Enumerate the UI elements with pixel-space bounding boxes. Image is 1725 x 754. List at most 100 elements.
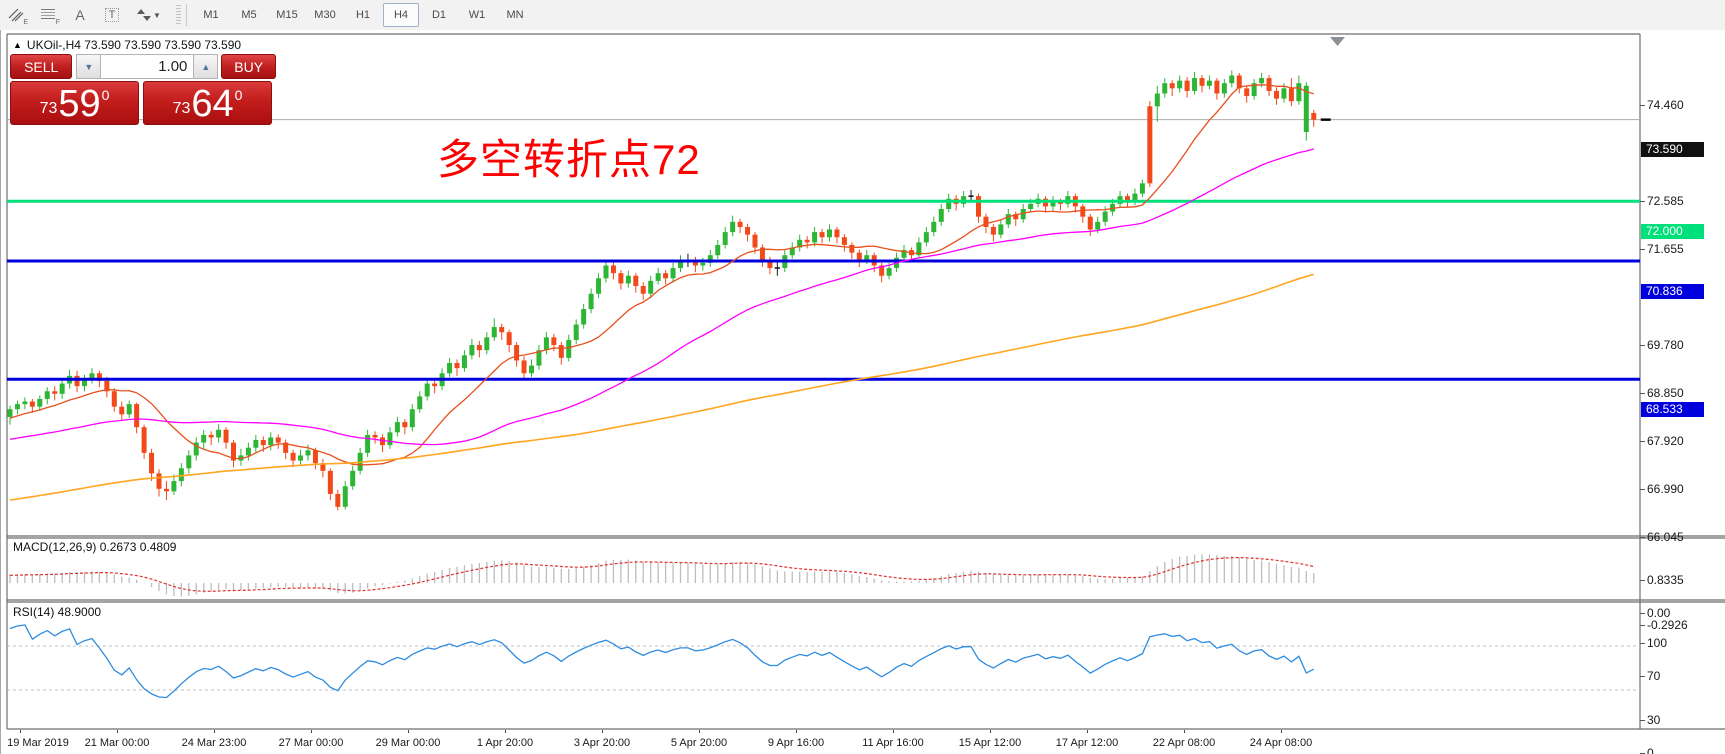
rsi-axis-label: 30 — [1647, 713, 1661, 727]
text-label-tool[interactable]: T — [97, 2, 127, 28]
ma-medium-line — [9, 148, 1314, 446]
time-axis-tick — [1281, 730, 1282, 733]
tool-badge: F — [55, 19, 60, 26]
timeframe-button-m30[interactable]: M30 — [314, 9, 336, 21]
price-axis-tick — [1640, 105, 1645, 106]
collapse-triangle-icon[interactable]: ▲ — [13, 40, 22, 50]
macd-axis-tick — [1640, 624, 1645, 626]
time-axis-tick — [408, 730, 409, 733]
time-axis-label: 24 Mar 23:00 — [181, 737, 247, 749]
time-axis-tick — [990, 730, 991, 733]
time-axis-label: 19 Mar 2019 — [7, 737, 69, 749]
timeframe-button-w1[interactable]: W1 — [468, 9, 486, 21]
time-axis-tick — [214, 730, 215, 733]
symbol-quote-text: UKOil-,H4 73.590 73.590 73.590 73.590 — [26, 38, 242, 52]
timeframe-button-d1[interactable]: D1 — [431, 9, 447, 21]
rsi-indicator-label: RSI(14) 48.9000 — [13, 605, 102, 619]
price-axis-label: 72.585 — [1647, 194, 1684, 209]
rsi-axis-label: 100 — [1647, 636, 1668, 650]
chart-canvas[interactable] — [0, 30, 1725, 754]
macd-axis-label: 0.8335 — [1647, 573, 1684, 588]
dropdown-caret-icon: ▼ — [153, 10, 161, 20]
price-axis-label: 69.780 — [1647, 338, 1684, 353]
time-axis-label: 27 Mar 00:00 — [278, 737, 344, 749]
fibonacci-retracement-tool[interactable]: F — [33, 2, 63, 28]
time-axis-label: 22 Apr 08:00 — [1152, 737, 1216, 749]
time-axis-label: 3 Apr 20:00 — [573, 737, 631, 749]
volume-increase-button[interactable]: ▲ — [193, 54, 219, 79]
time-axis-label: 1 Apr 20:00 — [476, 737, 534, 749]
one-click-trade-panel: SELL ▼ ▲ BUY 73 59 0 73 64 0 — [10, 54, 276, 125]
level-70836-badge: 70.836 — [1641, 283, 1704, 299]
time-axis-tick — [602, 730, 603, 733]
price-axis-label: 66.990 — [1647, 481, 1684, 496]
candlestick-series — [7, 70, 1317, 511]
volume-decrease-button[interactable]: ▼ — [76, 54, 102, 79]
toolbar-separator — [186, 4, 187, 26]
toolbar-grip[interactable] — [176, 5, 181, 25]
timeframe-button-h4[interactable]: H4 — [383, 3, 419, 27]
macd-indicator-label: MACD(12,26,9) 0.2673 0.4809 — [13, 540, 177, 554]
price-axis-tick — [1640, 440, 1645, 442]
symbol-title: ▲ UKOil-,H4 73.590 73.590 73.590 73.590 — [13, 38, 241, 52]
time-axis-label: 11 Apr 16:00 — [862, 737, 924, 749]
timeframe-button-m1[interactable]: M1 — [203, 9, 219, 21]
timeframe-button-h1[interactable]: H1 — [355, 9, 371, 21]
sell-button[interactable]: SELL — [10, 54, 73, 79]
time-axis-tick — [117, 730, 118, 733]
sell-price-prefix: 73 — [39, 100, 58, 117]
time-axis-tick — [699, 730, 700, 733]
time-axis-tick — [796, 730, 797, 733]
timeframe-button-m5[interactable]: M5 — [241, 9, 257, 21]
volume-input[interactable] — [101, 54, 194, 79]
price-axis-tick — [1640, 249, 1645, 250]
rsi-axis-tick — [1640, 643, 1645, 644]
rsi-axis-tick — [1640, 676, 1645, 677]
price-axis-tick — [1640, 488, 1645, 490]
chart-window[interactable]: ▲ UKOil-,H4 73.590 73.590 73.590 73.590 … — [0, 30, 1725, 754]
time-axis-label: 24 Apr 08:00 — [1249, 737, 1313, 749]
text-tool-glyph: A — [75, 7, 85, 23]
time-axis-tick — [893, 730, 894, 733]
price-axis-label: 71.655 — [1647, 242, 1684, 256]
price-axis-tick — [1640, 537, 1645, 539]
level-72000-badge: 72.000 — [1641, 223, 1704, 239]
price-axis-tick — [1640, 201, 1645, 203]
time-axis-label: 29 Mar 00:00 — [375, 737, 441, 749]
timeframe-button-m15[interactable]: M15 — [276, 9, 298, 21]
price-axis-label: 67.920 — [1647, 433, 1684, 448]
last-price-dash — [1320, 118, 1331, 121]
buy-price-prefix: 73 — [172, 100, 191, 117]
price-axis-label: 74.460 — [1647, 98, 1684, 112]
time-axis-label: 9 Apr 16:00 — [767, 737, 825, 749]
timeframe-button-mn[interactable]: MN — [506, 9, 524, 21]
price-axis-label: 66.045 — [1647, 530, 1684, 545]
price-axis-label: 68.850 — [1647, 386, 1684, 401]
macd-axis-label: 0.00 — [1647, 606, 1671, 620]
text-tool[interactable]: A — [65, 2, 95, 28]
time-axis-label: 21 Mar 00:00 — [84, 737, 150, 749]
chart-shift-marker[interactable] — [1330, 37, 1345, 46]
level-68533-badge: 68.533 — [1641, 401, 1704, 417]
tool-badge: E — [23, 19, 28, 26]
macd-signal-line — [9, 556, 1314, 592]
rsi-axis-tick — [1640, 720, 1645, 721]
buy-button[interactable]: BUY — [221, 54, 276, 79]
buy-price-box[interactable]: 73 64 0 — [143, 81, 272, 125]
sell-price-box[interactable]: 73 59 0 — [10, 81, 139, 125]
price-axis-tick — [1640, 345, 1645, 347]
toolbar: E F A T ▼ M1 M5 M15 M30 H1 H4 D1 W1 MN — [0, 0, 1725, 31]
buy-price-sup: 0 — [234, 87, 243, 103]
text-label-glyph: T — [104, 8, 120, 22]
time-axis-tick — [1087, 730, 1088, 733]
sell-price-main: 59 — [58, 83, 101, 125]
arrow-objects-tool[interactable]: ▼ — [129, 2, 169, 28]
buy-price-main: 64 — [191, 83, 234, 125]
equidistant-channel-tool[interactable]: E — [1, 2, 31, 28]
time-axis-label: 17 Apr 12:00 — [1055, 737, 1119, 749]
sell-price-sup: 0 — [101, 87, 110, 103]
time-axis-label: 5 Apr 20:00 — [670, 737, 728, 749]
time-axis-tick — [311, 730, 312, 733]
rsi-axis-label: 70 — [1647, 669, 1661, 683]
